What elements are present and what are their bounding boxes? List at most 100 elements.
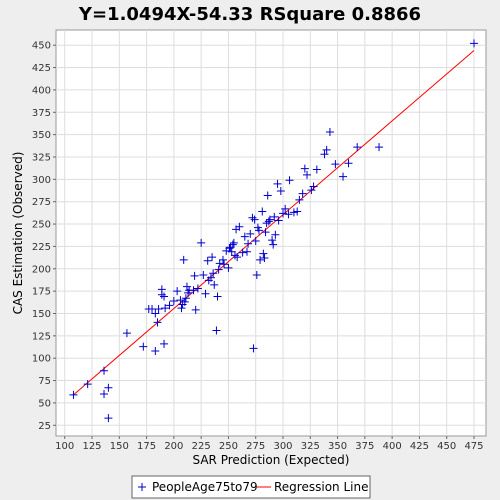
- y-tick-label: 375: [32, 108, 51, 119]
- points-layer: [69, 39, 478, 423]
- data-point: [227, 247, 236, 256]
- data-point: [281, 204, 290, 213]
- data-point: [263, 191, 272, 200]
- data-point: [180, 297, 189, 306]
- data-point: [69, 390, 78, 399]
- data-point: [295, 195, 304, 204]
- x-axis-label: SAR Prediction (Expected): [193, 453, 350, 467]
- regression-layer: [73, 50, 475, 396]
- y-tick-label: 150: [32, 309, 51, 320]
- data-point: [312, 165, 321, 174]
- x-tick-label: 425: [410, 441, 429, 452]
- data-point: [215, 259, 224, 268]
- data-point: [160, 339, 169, 348]
- data-point: [344, 159, 353, 168]
- data-point: [151, 347, 160, 356]
- data-point: [83, 380, 92, 389]
- data-point: [273, 179, 282, 188]
- data-point: [244, 239, 253, 248]
- data-point: [169, 296, 178, 305]
- data-point: [293, 207, 302, 216]
- data-point: [238, 248, 247, 257]
- data-point: [274, 216, 283, 225]
- y-tick-label: 350: [32, 130, 51, 141]
- data-point: [309, 182, 318, 191]
- data-point: [203, 256, 212, 265]
- data-point: [104, 414, 113, 423]
- data-point: [265, 215, 274, 224]
- data-point: [193, 284, 202, 293]
- data-point: [264, 217, 273, 226]
- x-tick-label: 125: [82, 441, 101, 452]
- x-tick-label: 450: [437, 441, 456, 452]
- legend: PeopleAge75to79 Regression Line: [131, 475, 371, 499]
- data-point: [298, 189, 307, 198]
- legend-box: [131, 475, 371, 499]
- data-point: [285, 176, 294, 185]
- data-point: [153, 318, 162, 327]
- x-axis-ticks: 100 125 150 175 200 225 250 275 300 325 350 375 400 4…: [55, 436, 484, 452]
- data-point: [179, 255, 188, 264]
- data-point: [228, 240, 237, 249]
- data-point: [190, 271, 199, 280]
- data-point: [197, 238, 206, 247]
- regression-line: [73, 50, 475, 396]
- data-point: [284, 210, 293, 219]
- data-point: [240, 232, 249, 241]
- legend-series-marker-icon: [138, 483, 146, 491]
- data-point: [199, 271, 208, 280]
- data-point: [251, 237, 260, 246]
- data-point: [331, 160, 340, 169]
- x-tick-label: 275: [246, 441, 265, 452]
- data-point: [276, 186, 285, 195]
- data-point: [289, 208, 298, 217]
- data-point: [206, 273, 215, 282]
- data-point: [212, 326, 221, 335]
- data-point: [189, 286, 198, 295]
- data-point: [181, 294, 190, 303]
- chart-title: Y=1.0494X-54.33 RSquare 0.8866: [78, 4, 421, 25]
- x-tick-label: 300: [273, 441, 292, 452]
- data-point: [154, 305, 163, 314]
- y-tick-label: 450: [32, 41, 51, 52]
- x-tick-label: 175: [137, 441, 156, 452]
- data-point: [269, 240, 278, 249]
- data-point: [260, 254, 269, 263]
- data-point: [339, 172, 348, 181]
- data-point: [325, 127, 334, 136]
- data-point: [279, 209, 288, 218]
- y-tick-label: 250: [32, 220, 51, 231]
- data-point: [220, 260, 229, 269]
- data-point: [165, 301, 174, 310]
- data-point: [235, 222, 244, 231]
- y-tick-label: 400: [32, 85, 51, 96]
- data-point: [242, 247, 251, 256]
- data-point: [229, 238, 238, 247]
- data-point: [268, 236, 277, 245]
- x-tick-label: 375: [355, 441, 374, 452]
- data-point: [320, 150, 329, 159]
- data-point: [173, 287, 182, 296]
- x-tick-label: 350: [328, 441, 347, 452]
- data-point: [233, 253, 242, 262]
- data-point: [252, 271, 261, 280]
- data-point: [176, 296, 185, 305]
- x-tick-label: 225: [192, 441, 211, 452]
- y-tick-label: 175: [32, 287, 51, 298]
- data-point: [322, 145, 331, 154]
- grid-lines: [56, 30, 486, 436]
- data-point: [191, 305, 200, 314]
- data-point: [210, 280, 219, 289]
- x-tick-label: 475: [464, 441, 483, 452]
- data-point: [209, 269, 218, 278]
- data-point: [161, 304, 170, 313]
- y-tick-label: 300: [32, 175, 51, 186]
- data-point: [214, 265, 223, 274]
- data-point: [300, 164, 309, 173]
- x-tick-label: 100: [55, 441, 74, 452]
- x-tick-label: 150: [110, 441, 129, 452]
- y-tick-label: 425: [32, 63, 51, 74]
- y-axis-ticks: 25 50 75 100 125 150 175 200 225 250 275 300 325 350 3…: [32, 41, 56, 432]
- data-point: [177, 304, 186, 313]
